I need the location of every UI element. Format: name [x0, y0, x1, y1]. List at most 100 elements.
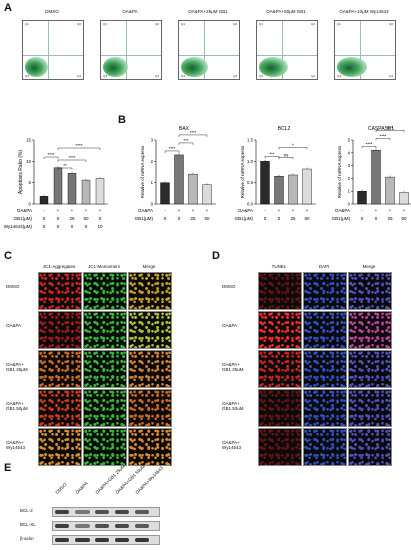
y-tick-label: 15	[26, 138, 32, 143]
condition-value: 0	[43, 224, 46, 229]
band-label: β-actin	[20, 536, 34, 541]
bar	[174, 154, 184, 205]
bar	[260, 161, 270, 205]
micrograph-cell	[303, 428, 347, 466]
condition-value: 0	[278, 216, 281, 221]
micrograph-cell	[128, 428, 172, 466]
quadrant-hline	[23, 54, 83, 56]
significance-label: **	[63, 163, 67, 168]
quadrant-label: Q2	[76, 22, 81, 26]
quadrant-label: Q3	[259, 74, 264, 78]
micrograph-cell	[83, 389, 127, 427]
bar	[371, 150, 381, 205]
protein-band	[55, 510, 69, 514]
quadrant-label: Q4	[154, 74, 159, 78]
chart-title: BAX	[179, 126, 190, 132]
quadrant-label: Q1	[103, 22, 108, 26]
micrograph-cell	[128, 350, 172, 388]
condition-row-label: GB1(μM)	[135, 216, 154, 221]
cell-cloud	[25, 56, 49, 77]
condition-value: +	[178, 208, 181, 213]
micrograph-cell	[348, 272, 392, 310]
quadrant-vline	[126, 21, 128, 79]
bar	[39, 196, 49, 205]
bar	[67, 173, 77, 205]
micrograph-cell	[348, 311, 392, 349]
panel-letter-b: B	[118, 114, 126, 126]
significance-label: ***	[269, 152, 274, 157]
condition-value: -	[264, 208, 266, 213]
band-label: BCL-XL	[20, 522, 36, 527]
condition-value: 50	[304, 216, 310, 221]
flow-plot-title: OA&PA+25μM GB1	[188, 9, 228, 14]
protein-band	[115, 538, 129, 542]
bar	[53, 167, 63, 205]
flow-plot: Q1 Q2 Q3 Q4	[178, 20, 240, 80]
condition-value: 0	[57, 224, 60, 229]
y-tick-label: 3	[151, 138, 154, 143]
significance-bracket	[57, 159, 87, 162]
condition-value: 0	[264, 216, 267, 221]
lane-label: OA&PA	[74, 480, 89, 495]
protein-band	[135, 524, 149, 528]
row-label: OA&PA+ GB1 50uM	[222, 401, 244, 412]
mrna-chart-caspase1: CASPASE1 0 1 2 3 4 5 Relative of mRNA express **…	[332, 125, 411, 221]
column-header: DAPI	[318, 264, 330, 269]
quadrant-label: Q2	[232, 22, 237, 26]
bar	[160, 182, 170, 205]
condition-value: +	[375, 208, 378, 213]
significance-label: ***	[183, 138, 188, 143]
quadrant-hline	[335, 54, 395, 56]
bar	[202, 184, 212, 205]
micrograph-cell	[83, 350, 127, 388]
quadrant-hline	[179, 54, 239, 56]
condition-value: 25	[69, 216, 75, 221]
micrograph-cell	[38, 428, 82, 466]
cell-cloud	[259, 56, 288, 77]
condition-value: +	[278, 208, 281, 213]
condition-value: +	[99, 208, 102, 213]
micrograph-cell	[258, 389, 302, 427]
protein-band	[135, 510, 149, 514]
condition-value: 0	[71, 224, 74, 229]
quadrant-label: Q3	[337, 74, 342, 78]
micrograph-cell	[258, 272, 302, 310]
quadrant-label: Q2	[388, 22, 393, 26]
condition-value: +	[292, 208, 295, 213]
column-header: TUNEL	[271, 264, 287, 269]
micrograph-cell	[83, 272, 127, 310]
micrograph-cell	[303, 350, 347, 388]
row-label: OA&PA+ GB1 50μM	[6, 401, 28, 412]
significance-bracket	[178, 134, 208, 137]
condition-row-label: GB1(μM)	[235, 216, 254, 221]
column-header: Merge	[142, 264, 156, 269]
y-axis-label: Relative of mRNA express	[240, 145, 245, 198]
protein-band	[115, 510, 129, 514]
condition-value: 0	[43, 216, 46, 221]
y-tick-label: 0	[28, 202, 31, 207]
y-tick-label: 0.5	[247, 180, 254, 185]
y-tick-label: 5	[28, 180, 31, 185]
flow-plot-title: OA&PA	[122, 9, 138, 14]
micrograph-cell	[303, 272, 347, 310]
significance-bracket	[361, 146, 377, 149]
chart-title: BCL2	[278, 126, 291, 132]
chart-title: CASPASE1	[368, 126, 394, 132]
quadrant-label: Q1	[259, 22, 264, 26]
protein-band	[95, 524, 109, 528]
condition-value: +	[206, 208, 209, 213]
condition-value: 50	[401, 216, 407, 221]
quadrant-label: Q4	[76, 74, 81, 78]
cell-cloud	[103, 56, 128, 77]
protein-band	[75, 510, 90, 514]
condition-value: 50	[83, 216, 89, 221]
condition-value: 0	[164, 216, 167, 221]
condition-value: -	[361, 208, 363, 213]
significance-label: ****	[387, 125, 394, 130]
flow-plot-title: OA&PA+10μM Wy14643	[339, 9, 389, 14]
micrograph-cell	[38, 272, 82, 310]
y-tick-label: 0.0	[247, 202, 254, 207]
quadrant-hline	[257, 54, 317, 56]
significance-bracket	[278, 147, 308, 150]
